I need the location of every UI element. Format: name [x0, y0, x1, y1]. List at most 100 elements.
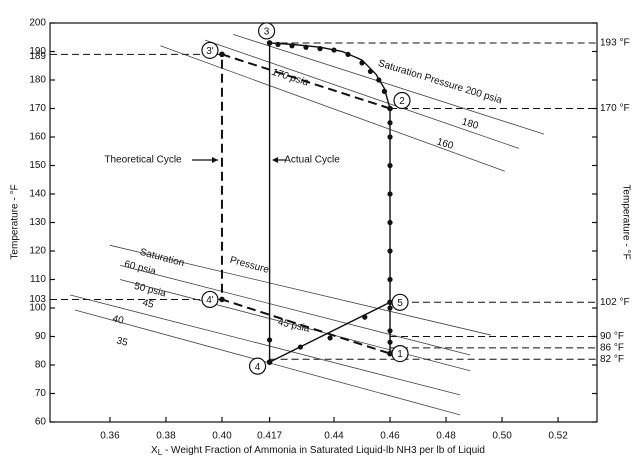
x-axis-title: XL - Weight Fraction of Ammonia in Satur…: [151, 445, 485, 457]
x-axis-subscript: L: [158, 448, 163, 457]
y-tick-label: 80: [35, 360, 47, 371]
y-tick-label: 160: [29, 132, 46, 143]
y-marker-label: 189: [29, 51, 46, 62]
isobar-label: 35: [115, 335, 129, 348]
data-point: [387, 219, 393, 226]
y-tick-label: 70: [35, 388, 47, 399]
state-label: 5: [397, 298, 403, 309]
data-point: [387, 328, 393, 334]
data-point: [387, 248, 393, 254]
isobar-label: 170 psia: [270, 67, 310, 89]
y2-marker-label: 170 °F: [600, 103, 630, 114]
y-tick-label: 100: [29, 303, 46, 314]
isobar-label: 45: [141, 297, 155, 310]
x-tick-label: 0.40: [212, 431, 232, 442]
state-badge: [257, 22, 276, 40]
data-point: [387, 162, 393, 169]
x-tick-label: 0.417: [257, 431, 282, 442]
isobar-label: 180: [460, 116, 480, 132]
isobar: [119, 264, 471, 356]
y-tick-label: 60: [35, 417, 47, 428]
isobar: [160, 45, 505, 172]
data-point: [376, 77, 382, 83]
data-point: [266, 337, 273, 343]
isobar-label: 40: [111, 313, 125, 326]
x-tick-label: 0.50: [492, 431, 512, 442]
cycle-line: [268, 42, 391, 363]
data-point: [362, 314, 368, 320]
y-tick-label: 150: [29, 160, 46, 171]
x-axis-text: - Weight Fraction of Ammonia in Saturate…: [162, 445, 485, 456]
y-marker-label: 103: [29, 294, 46, 305]
x-tick-label: 0.36: [100, 431, 120, 442]
state-point: [266, 359, 273, 365]
data-point: [381, 88, 388, 94]
isobar-label: Pressure: [229, 255, 271, 276]
state-badge: [391, 345, 409, 363]
x-tick-label: 0.46: [380, 431, 400, 442]
data-point: [387, 339, 393, 345]
y2-axis-title: Temperature - °F: [620, 184, 631, 259]
y-tick-label: 110: [30, 274, 46, 285]
state-label: 1: [397, 349, 403, 360]
data-point: [387, 191, 393, 197]
isobar-label: 160: [435, 136, 455, 152]
cycle-label: Theoretical Cycle: [104, 155, 182, 166]
state-badge: [391, 293, 409, 311]
isobar: [205, 39, 519, 149]
state-badge: [393, 91, 411, 110]
y-tick-label: 130: [29, 217, 46, 228]
y-tick-label: 170: [29, 103, 46, 114]
y2-marker-label: 102 °F: [600, 297, 630, 308]
y-tick-label: 200: [29, 18, 46, 29]
y-tick-label: 190: [29, 46, 46, 57]
state-point: [387, 105, 393, 112]
data-point: [303, 44, 309, 50]
x-tick-label: 0.48: [436, 431, 456, 442]
cycle-line: [220, 52, 391, 355]
y-tick-label: 90: [35, 331, 47, 342]
x-axis-symbol: X: [151, 445, 158, 456]
data-point: [331, 47, 337, 53]
x-tick-label: 0.52: [548, 431, 568, 442]
state-label: 3': [206, 46, 214, 57]
state-label: 2: [399, 96, 405, 107]
state-point: [387, 299, 393, 306]
cycle-line: [269, 301, 391, 363]
state-badge: [201, 290, 219, 309]
state-point: [387, 350, 393, 357]
data-point: [387, 276, 393, 283]
isobar: [109, 244, 491, 336]
state-label: 3: [264, 27, 270, 38]
data-point: [387, 134, 393, 140]
isobar-label: 60 psia: [123, 259, 157, 278]
x-tick-label: 0.44: [324, 431, 344, 442]
state-label: 4': [206, 295, 214, 306]
data-point: [387, 305, 393, 311]
y2-marker-label: 90 °F: [600, 331, 624, 342]
y-tick-label: 140: [29, 189, 46, 200]
data-point: [367, 68, 374, 75]
isobar: [233, 34, 545, 135]
arrow-head: [272, 157, 278, 163]
isobar: [119, 279, 471, 372]
x-tick-label: 0.38: [156, 431, 176, 442]
y2-marker-label: 86 °F: [600, 343, 624, 354]
state-label: 4: [255, 362, 261, 373]
state-point: [219, 51, 225, 58]
data-point: [387, 120, 393, 126]
data-point: [297, 344, 303, 350]
data-point: [317, 46, 323, 52]
state-badge: [201, 41, 219, 59]
state-point: [219, 296, 225, 303]
data-point: [289, 43, 295, 49]
y-tick-label: 120: [29, 246, 46, 257]
data-point: [359, 60, 365, 66]
arrow-head: [212, 157, 218, 163]
plot-frame: [49, 22, 598, 423]
y2-marker-label: 82 °F: [600, 354, 624, 365]
y2-marker-label: 193 °F: [600, 38, 630, 49]
data-point: [345, 51, 351, 57]
data-point: [275, 41, 281, 47]
